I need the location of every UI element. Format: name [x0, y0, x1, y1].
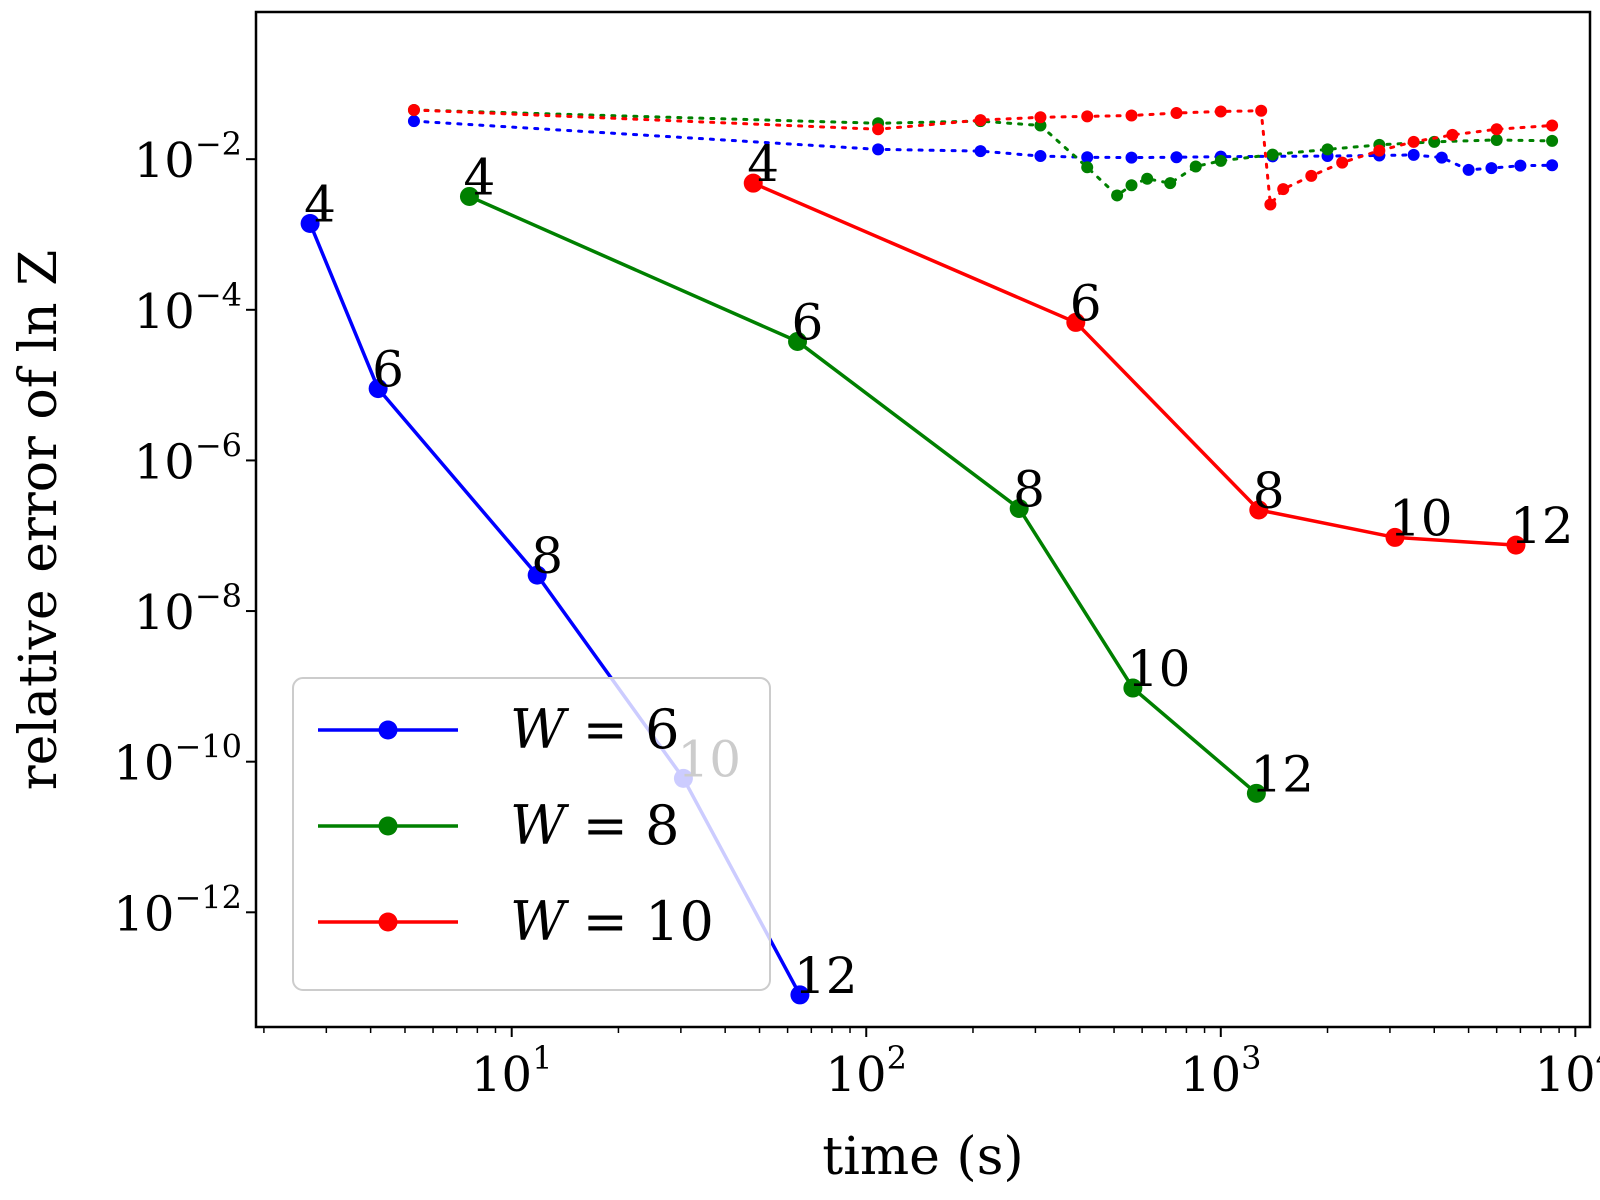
data-point [368, 379, 388, 399]
legend-box [292, 677, 771, 991]
reference-point [1170, 151, 1183, 164]
x-tick-label: 102 [826, 1039, 907, 1103]
legend-entry-label: W = 10 [510, 890, 714, 953]
data-label: 12 [794, 947, 858, 1005]
reference-point [1336, 156, 1349, 169]
y-tick-label: 10−4 [134, 276, 242, 340]
y-axis: 10−2 10−4 10−6 10−8 10−10 10−12 [113, 125, 256, 942]
y-tick-label: 10−2 [134, 125, 242, 189]
data-label: 8 [531, 527, 563, 585]
reference-point [1125, 179, 1138, 192]
data-label: 6 [372, 341, 404, 399]
reference-point [1407, 135, 1420, 148]
data-point [788, 331, 808, 351]
reference-point [872, 143, 885, 156]
data-point [1249, 500, 1269, 520]
reference-point [1081, 151, 1094, 164]
reference-point [1321, 143, 1334, 156]
data-point [300, 213, 320, 233]
reference-point [1034, 119, 1047, 132]
data-label: 12 [1510, 497, 1574, 555]
reference-point [1125, 151, 1138, 164]
reference-point [1462, 163, 1475, 176]
reference-point [407, 115, 420, 128]
reference-point [1305, 169, 1318, 182]
reference-curves [407, 103, 1559, 211]
data-label: 10 [1389, 489, 1453, 547]
reference-point [1170, 107, 1183, 120]
legend-marker [378, 720, 398, 740]
reference-point [1111, 189, 1124, 202]
reference-point [974, 145, 987, 158]
reference-point [1546, 134, 1559, 147]
data-label: 12 [1250, 745, 1314, 803]
data-point [527, 565, 547, 585]
data-label: 4 [304, 175, 336, 233]
reference-point [1490, 123, 1503, 136]
x-axis-label: time (s) [822, 1127, 1023, 1187]
reference-point [1485, 162, 1498, 175]
data-label: 4 [747, 135, 779, 193]
reference-point [1141, 172, 1154, 185]
y-tick-label: 10−8 [134, 577, 242, 641]
reference-point [1255, 104, 1268, 117]
data-label: 4 [463, 148, 495, 206]
reference-point [1034, 150, 1047, 163]
data-point [1506, 535, 1526, 555]
reference-point [1373, 144, 1386, 157]
y-tick-label: 10−6 [134, 426, 242, 490]
data-point [1066, 312, 1086, 332]
x-tick-label: 103 [1180, 1039, 1261, 1103]
legend-entry-label: W = 8 [510, 794, 679, 857]
data-point [459, 186, 479, 206]
data-point [1009, 499, 1029, 519]
x-tick-label: 101 [471, 1039, 552, 1103]
y-axis-label: relative error of ln Z [9, 250, 69, 791]
legend-entry-label: W = 6 [510, 698, 679, 761]
reference-point [1214, 105, 1227, 118]
y-tick-label: 10−10 [113, 728, 242, 792]
reference-point [1125, 109, 1138, 122]
reference-line-2 [412, 108, 1554, 209]
data-point [1246, 783, 1266, 803]
reference-point [1546, 119, 1559, 132]
reference-point [872, 123, 885, 136]
legend: W = 6 W = 8 W = 10 [292, 677, 771, 991]
data-point [743, 173, 763, 193]
reference-point [1490, 133, 1503, 146]
reference-line-1 [412, 108, 1554, 198]
data-label: 8 [1013, 461, 1045, 519]
reference-point [1081, 161, 1094, 174]
reference-point [1435, 151, 1448, 164]
reference-point [1214, 154, 1227, 167]
data-label: 8 [1253, 462, 1285, 520]
legend-marker [378, 912, 398, 932]
x-tick-label: 104 [1535, 1039, 1600, 1103]
reference-point [1514, 159, 1527, 172]
x-axis: 101 102 103 104 [263, 1027, 1600, 1103]
data-label: 6 [792, 293, 824, 351]
data-point [790, 985, 810, 1005]
reference-point [407, 103, 420, 116]
data-label: 10 [1127, 640, 1191, 698]
reference-point [974, 114, 987, 127]
data-label: 6 [1070, 274, 1102, 332]
reference-point [1264, 198, 1277, 211]
reference-point [1189, 160, 1202, 173]
data-point [1123, 678, 1143, 698]
legend-marker [378, 816, 398, 836]
reference-point [1546, 159, 1559, 172]
plot-frame [254, 10, 1592, 1029]
reference-point [1277, 183, 1290, 196]
reference-point [1407, 148, 1420, 161]
y-tick-label: 10−12 [113, 878, 242, 942]
reference-point [1266, 148, 1279, 161]
reference-point [1164, 177, 1177, 190]
reference-point [1034, 111, 1047, 124]
reference-point [1081, 110, 1094, 123]
reference-point [1446, 128, 1459, 141]
data-point [1385, 527, 1405, 547]
